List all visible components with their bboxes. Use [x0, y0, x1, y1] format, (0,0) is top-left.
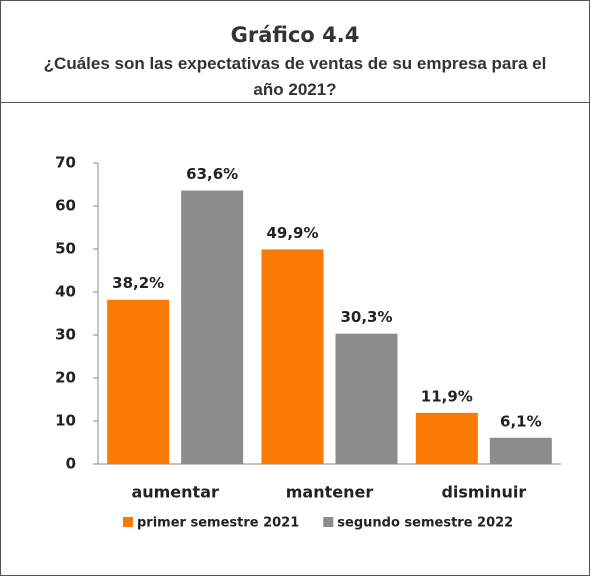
bar — [335, 333, 398, 464]
y-tick-label: 0 — [66, 455, 76, 473]
x-tick-label: mantener — [286, 483, 374, 502]
data-label: 6,1% — [500, 412, 542, 430]
data-label: 38,2% — [112, 274, 164, 292]
chart-subtitle: ¿Cuáles son las expectativas de ventas d… — [43, 54, 547, 99]
chart-title: Gráfico 4.4 — [230, 23, 360, 47]
data-label: 49,9% — [266, 224, 318, 242]
y-tick-label: 50 — [55, 240, 76, 258]
bar — [181, 190, 244, 464]
x-tick-label: disminuir — [441, 483, 526, 502]
y-tick-label: 30 — [55, 326, 76, 344]
legend-swatch — [123, 517, 133, 527]
y-tick-label: 60 — [55, 197, 76, 215]
legend-swatch — [323, 517, 334, 527]
y-tick-label: 40 — [55, 283, 76, 301]
bar — [415, 412, 478, 464]
y-tick-label: 20 — [55, 369, 76, 387]
data-label: 63,6% — [186, 165, 238, 183]
bar — [261, 249, 324, 464]
data-label: 11,9% — [421, 387, 473, 405]
bar — [107, 299, 170, 464]
data-label: 30,3% — [340, 308, 392, 326]
x-tick-label: aumentar — [131, 483, 219, 502]
bar — [489, 437, 552, 464]
legend-label: segundo semestre 2022 — [337, 516, 513, 531]
y-tick-label: 70 — [55, 154, 76, 172]
header: Gráfico 4.4 ¿Cuáles son las expectativas… — [1, 1, 589, 103]
y-tick-label: 10 — [55, 412, 76, 430]
legend-label: primer semestre 2021 — [137, 516, 299, 531]
